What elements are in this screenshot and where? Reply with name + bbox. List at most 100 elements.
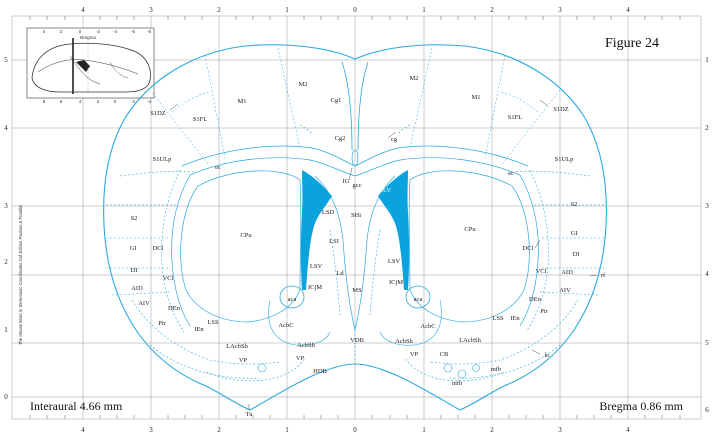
top-ruler: 4 3 2 1 0 1 2 3 4 bbox=[81, 6, 630, 14]
bottom-ruler-label: 2 bbox=[490, 426, 494, 434]
region-label: HDB bbox=[313, 368, 327, 375]
region-label: S1ULp bbox=[555, 156, 574, 163]
region-label: gcc bbox=[352, 182, 361, 189]
region-label: ICjM bbox=[308, 284, 322, 291]
inset-top-tick: 2 bbox=[60, 29, 63, 34]
top-ruler-label: 1 bbox=[285, 6, 289, 14]
lateral-ventricle-left bbox=[300, 170, 332, 290]
left-ruler: 5 4 3 2 1 0 bbox=[4, 56, 8, 401]
region-label: M1 bbox=[237, 98, 246, 105]
inset-top-tick: -8 bbox=[147, 29, 151, 34]
region-label: LV bbox=[383, 187, 391, 194]
region-label: AID bbox=[131, 285, 143, 292]
region-label: S1DZ bbox=[150, 110, 166, 117]
external-capsule-left bbox=[171, 174, 191, 327]
region-label: LAcbSh bbox=[459, 337, 481, 344]
right-ruler-label: 6 bbox=[705, 406, 709, 414]
right-ruler-label: 1 bbox=[705, 56, 709, 64]
top-ruler-label: 2 bbox=[490, 6, 494, 14]
bottom-ruler-label: 1 bbox=[422, 426, 426, 434]
region-label: M2 bbox=[298, 81, 307, 88]
region-label: S2 bbox=[571, 201, 578, 208]
sagittal-inset: 4 2 0 -2 -4 -6 -8 Bregma 8 6 4 2 0 -2 -4 bbox=[26, 27, 155, 104]
region-label: VCl bbox=[536, 268, 547, 275]
right-ruler-label: 5 bbox=[705, 339, 709, 347]
region-label: S1DZ bbox=[553, 106, 569, 113]
left-ruler-label: 2 bbox=[4, 258, 8, 266]
inset-bottom-tick: 4 bbox=[79, 99, 82, 104]
region-label: Pir bbox=[158, 320, 166, 327]
region-label: VDB bbox=[350, 337, 364, 344]
region-label: IEn bbox=[194, 326, 204, 333]
region-label: AID bbox=[561, 269, 573, 276]
region-label: DCl bbox=[523, 245, 534, 252]
inset-top-tick: -4 bbox=[113, 29, 117, 34]
region-label: GI bbox=[130, 245, 137, 252]
inset-bottom-tick: 6 bbox=[60, 99, 63, 104]
ruler-ticks bbox=[29, 16, 681, 419]
region-label: CB bbox=[440, 351, 449, 358]
left-ruler-label: 0 bbox=[4, 393, 8, 401]
region-label: LSV bbox=[388, 258, 401, 265]
region-label: ICjM bbox=[389, 279, 403, 286]
region-label: IG bbox=[343, 178, 350, 185]
inset-top-tick: -6 bbox=[131, 29, 135, 34]
figure-label: Figure 24 bbox=[605, 36, 659, 51]
right-ruler-label: 4 bbox=[705, 270, 709, 278]
top-ruler-label: 3 bbox=[558, 6, 562, 14]
corpus-callosum-inner bbox=[189, 157, 521, 177]
inset-bottom-tick: -4 bbox=[147, 99, 151, 104]
region-label: DEn bbox=[529, 296, 542, 303]
interaural-label: Interaural 4.66 mm bbox=[30, 399, 123, 413]
bottom-ruler: 4 3 2 1 0 1 2 3 4 bbox=[81, 426, 630, 434]
region-label: S1ULp bbox=[153, 156, 172, 163]
midline-fissure bbox=[341, 61, 369, 151]
inset-top-tick: 4 bbox=[43, 29, 46, 34]
external-capsule-right bbox=[519, 174, 539, 327]
region-label: IEn bbox=[510, 315, 520, 322]
region-label: lo bbox=[544, 352, 549, 359]
region-label: M1 bbox=[471, 94, 480, 101]
region-label: ec bbox=[508, 170, 514, 177]
top-ruler-label: 1 bbox=[422, 6, 426, 14]
inset-bottom-tick: 0 bbox=[114, 99, 117, 104]
region-label: Cg1 bbox=[331, 97, 342, 104]
anterior-commissure-right bbox=[405, 285, 431, 309]
region-label: AcbC bbox=[420, 323, 435, 330]
left-ruler-label: 1 bbox=[4, 326, 8, 334]
region-label: ec bbox=[215, 164, 221, 171]
region-label: aca bbox=[288, 296, 297, 303]
region-label: GI bbox=[571, 230, 578, 237]
region-label: Ld bbox=[336, 270, 344, 277]
region-label: LSS bbox=[492, 315, 504, 322]
credit-text: The Mouse Brain in Stereotaxic Coordinat… bbox=[18, 204, 23, 345]
region-label: CPu bbox=[240, 232, 252, 239]
right-ruler-label: 3 bbox=[705, 202, 709, 210]
region-label: mfb bbox=[452, 380, 462, 387]
region-label: CPu bbox=[464, 226, 476, 233]
region-label: S2 bbox=[131, 215, 138, 222]
region-label: Cg2 bbox=[335, 135, 346, 142]
left-ruler-label: 3 bbox=[4, 202, 8, 210]
region-label: AcbSh bbox=[395, 338, 413, 345]
inset-top-tick: 0 bbox=[79, 29, 82, 34]
region-label: mfb bbox=[491, 366, 501, 373]
region-label: VP bbox=[296, 355, 305, 362]
top-ruler-label: 3 bbox=[149, 6, 153, 14]
top-ruler-label: 2 bbox=[217, 6, 221, 14]
region-label: MS bbox=[352, 287, 362, 294]
grid-frame bbox=[11, 15, 702, 420]
region-label: S1FL bbox=[508, 114, 522, 121]
region-label: S1FL bbox=[193, 116, 207, 123]
brain-section bbox=[103, 44, 607, 411]
lateral-ventricle-right bbox=[378, 170, 410, 290]
inset-bregma-label: Bregma bbox=[80, 35, 96, 40]
left-ruler-label: 4 bbox=[4, 124, 8, 132]
region-label: Pir bbox=[540, 308, 548, 315]
inset-top-tick: -2 bbox=[96, 29, 100, 34]
leader-lines bbox=[169, 99, 598, 410]
top-ruler-label: 0 bbox=[353, 6, 357, 14]
region-label: LAcbSh bbox=[226, 343, 248, 350]
bottom-ruler-label: 3 bbox=[149, 426, 153, 434]
